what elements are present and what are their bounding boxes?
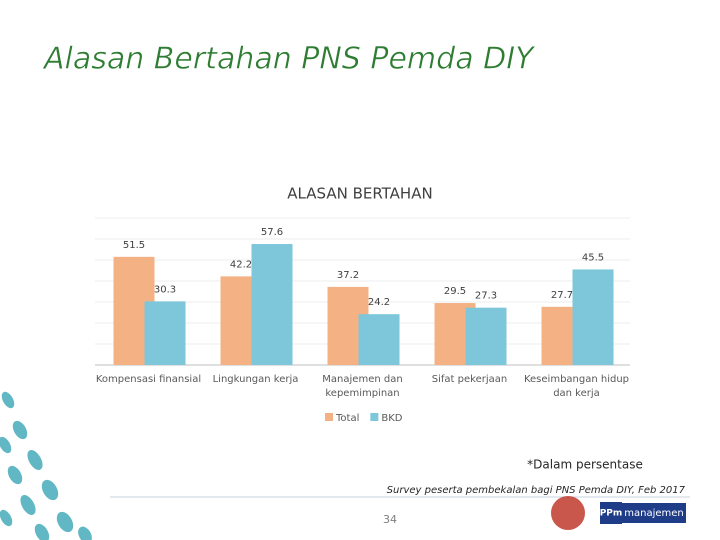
value-label: 45.5: [582, 252, 604, 263]
bar: [144, 301, 186, 365]
legend-swatch: [370, 413, 379, 421]
chart-title: ALASAN BERTAHAN: [287, 185, 432, 203]
bar: [251, 244, 293, 365]
logo-text: manajemen: [624, 508, 684, 519]
x-tick-label: Sifat pekerjaan: [431, 374, 508, 385]
legend-label: BKD: [381, 413, 402, 424]
x-tick-label: Manajemen dan kepemimpinan: [322, 374, 403, 399]
legend-label: Total: [335, 413, 359, 424]
logo-mark: PPm: [600, 509, 623, 519]
slide-title: Alasan Bertahan PNS Pemda DIY: [42, 42, 536, 77]
decoration: [0, 391, 92, 540]
source: Survey peserta pembekalan bagi PNS Pemda…: [387, 485, 686, 496]
bar: [465, 307, 507, 365]
value-label: 57.6: [261, 227, 283, 238]
footnote: *Dalam persentase: [527, 458, 643, 472]
logo: PPm manajemen: [551, 496, 686, 530]
logo-bar: [622, 503, 686, 523]
value-label: 24.2: [368, 297, 390, 308]
bar: [358, 314, 400, 365]
x-tick-label: Keseimbangan hidup dan kerja: [523, 374, 630, 399]
value-label: 37.2: [337, 270, 359, 281]
x-tick-label: Lingkungan kerja: [212, 374, 299, 385]
value-label: 29.5: [444, 286, 466, 297]
page-number: 34: [383, 513, 397, 526]
emblem: [551, 496, 585, 530]
logo-box: [600, 502, 622, 524]
value-label: 30.3: [154, 284, 176, 295]
value-label: 42.2: [230, 259, 252, 270]
x-tick-label: Kompensasi finansial: [95, 374, 202, 385]
value-label: 27.7: [551, 290, 573, 301]
value-label: 27.3: [475, 291, 497, 302]
bar: [572, 269, 614, 365]
legend-swatch: [325, 413, 333, 421]
value-label: 51.5: [123, 240, 145, 251]
